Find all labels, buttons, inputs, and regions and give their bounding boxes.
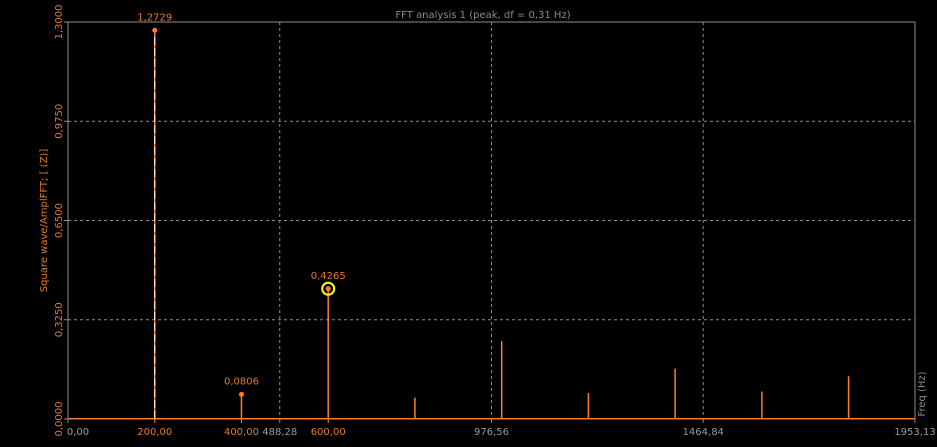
y-tick-label: 0,0000 bbox=[54, 402, 65, 437]
peak-value-label: 1,2729 bbox=[137, 12, 172, 23]
annotation-layer: 1,2729 0,0806 0,4265 bbox=[137, 12, 346, 397]
y-tick-label: 0,9750 bbox=[54, 104, 65, 139]
x-tick-label: 976,56 bbox=[474, 427, 509, 438]
x-peak-tick-label: 200,00 bbox=[137, 427, 172, 438]
x-tick-label: 0,00 bbox=[67, 427, 89, 438]
x-tick-label: 1953,13 bbox=[894, 427, 935, 438]
peak-marker bbox=[152, 27, 158, 33]
x-tick-label: 1464,84 bbox=[683, 427, 724, 438]
peak-value-label: 0,4265 bbox=[311, 271, 346, 282]
axis-layer: 0,0000 0,3250 0,6500 0,9750 1,3000 0,00 488,28… bbox=[54, 5, 936, 439]
peak-value-label: 0,0806 bbox=[224, 376, 259, 387]
peak-highlight-ring bbox=[321, 281, 336, 296]
y-tick-label: 1,3000 bbox=[54, 5, 65, 40]
chart-title: FFT analysis 1 (peak, df = 0,31 Hz) bbox=[395, 10, 570, 21]
y-axis-label: Square wave/AmplFFT; [ (Z)] bbox=[39, 149, 50, 293]
series-layer bbox=[68, 30, 915, 419]
grid-layer bbox=[68, 21, 915, 419]
x-tick-label: 488,28 bbox=[262, 427, 297, 438]
x-peak-tick-label: 400,00 bbox=[224, 427, 259, 438]
y-tick-label: 0,6500 bbox=[54, 203, 65, 238]
x-axis-label: Freq (Hz) bbox=[917, 371, 928, 416]
x-peak-tick-label: 600,00 bbox=[311, 427, 346, 438]
y-tick-label: 0,3250 bbox=[54, 302, 65, 337]
peak-marker bbox=[325, 286, 331, 292]
peak-marker bbox=[238, 391, 244, 397]
